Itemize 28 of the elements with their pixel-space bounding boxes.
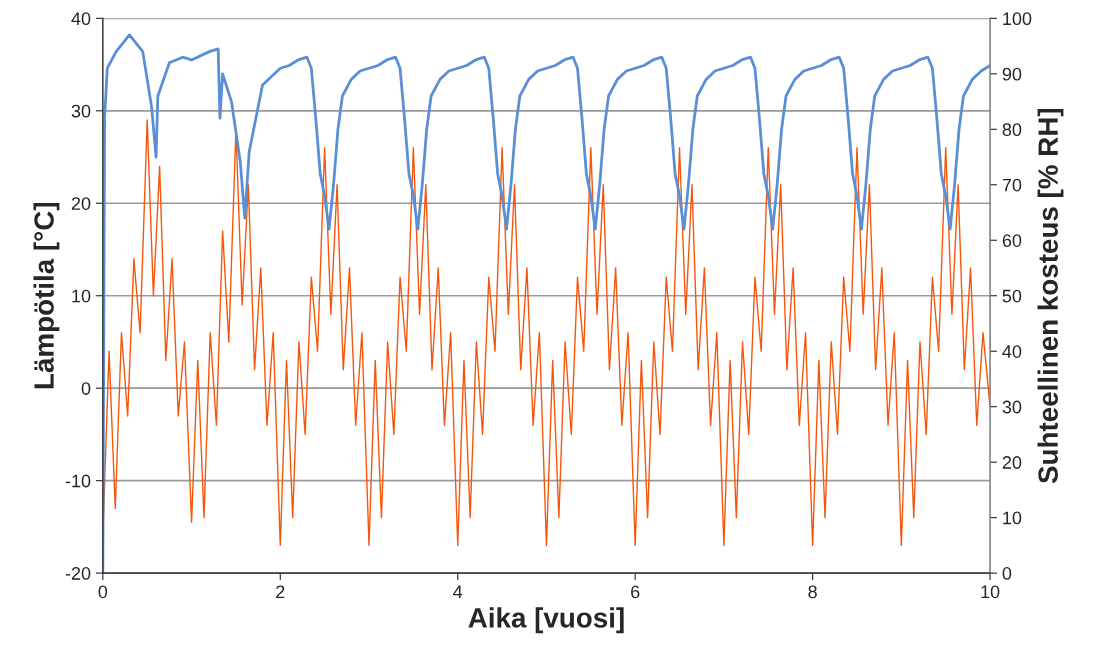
y2-tick-label: 100 <box>1003 12 1032 26</box>
x-tick-label: 4 <box>453 585 463 599</box>
y-tick-label: 40 <box>71 12 91 26</box>
x-tick-label: 0 <box>98 585 108 599</box>
y-tick-label: 10 <box>72 289 91 303</box>
y-tick-label: 0 <box>81 382 91 395</box>
y2-tick-label: 20 <box>1002 456 1022 469</box>
y2-tick-label: 90 <box>1002 67 1022 81</box>
y-tick-label: 30 <box>71 104 91 118</box>
x-tick-label: 6 <box>631 585 640 599</box>
y-axis-title: Lämpötila [°C] <box>33 203 60 389</box>
y2-tick-label: 50 <box>1002 289 1022 303</box>
y2-tick-label: 30 <box>1002 400 1022 414</box>
x-tick-label: 8 <box>808 585 817 599</box>
y2-tick-label: 80 <box>1002 123 1022 137</box>
y2-tick-label: 40 <box>1002 345 1022 358</box>
x-axis-title: Aika [vuosi] <box>468 607 624 634</box>
x-tick-label: 2 <box>276 585 285 599</box>
y-tick-label: -10 <box>65 474 91 488</box>
y2-tick-label: 10 <box>1003 511 1022 525</box>
line-series <box>102 119 991 547</box>
y2-tick-label: 0 <box>1002 567 1012 580</box>
y-tick-label: -20 <box>65 567 91 580</box>
y-tick-label: 20 <box>71 197 91 210</box>
y2-tick-label: 70 <box>1002 178 1022 192</box>
x-tick-label: 10 <box>981 585 1000 599</box>
y2-axis-title: Suhteellinen kosteus [% RH] <box>1037 108 1064 484</box>
y2-tick-label: 60 <box>1002 234 1022 247</box>
